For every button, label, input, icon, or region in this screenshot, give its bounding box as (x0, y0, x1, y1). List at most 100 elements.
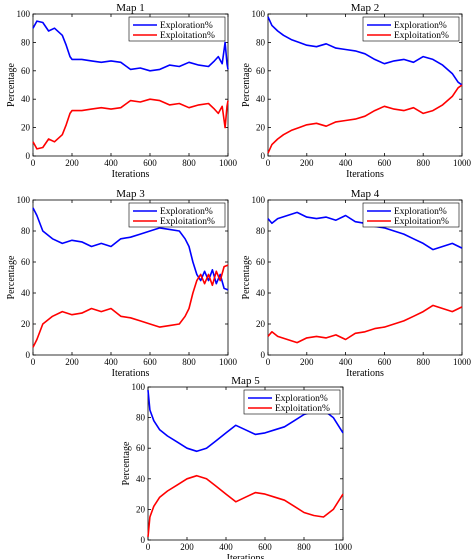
x-tick-label: 1000 (334, 542, 353, 552)
legend: Exploration%Exploitation% (243, 389, 341, 415)
y-tick-label: 60 (256, 257, 266, 267)
series-line-exploration (32, 20, 229, 72)
y-tick-label: 40 (136, 474, 146, 484)
legend-label: Exploitation% (160, 217, 215, 227)
legend-label: Exploitation% (160, 31, 215, 41)
y-tick-label: 40 (256, 288, 266, 298)
y-tick-label: 0 (261, 350, 266, 360)
x-tick-label: 600 (258, 542, 272, 552)
y-tick-label: 100 (17, 195, 31, 205)
series-line-exploitation (267, 304, 463, 344)
series-line-exploitation (267, 84, 463, 154)
y-tick-label: 0 (26, 151, 31, 161)
x-axis-label: Iterations (112, 169, 150, 180)
x-axis-label: Iterations (227, 553, 265, 559)
y-tick-label: 60 (21, 66, 31, 76)
x-tick-label: 1000 (219, 158, 238, 168)
y-tick-label: 20 (256, 319, 266, 329)
y-axis-label: Percentage (6, 255, 17, 299)
legend: Exploration%Exploitation% (128, 202, 226, 228)
x-tick-label: 0 (266, 357, 271, 367)
legend: Exploration%Exploitation% (128, 16, 226, 42)
y-tick-label: 20 (136, 504, 146, 514)
y-axis-label: Percentage (241, 63, 252, 107)
y-tick-label: 100 (132, 382, 146, 392)
x-axis-label: Iterations (346, 169, 384, 180)
x-tick-label: 800 (416, 158, 430, 168)
y-tick-label: 20 (256, 123, 266, 133)
x-tick-label: 400 (104, 158, 118, 168)
y-tick-label: 20 (21, 123, 31, 133)
y-axis-label: Percentage (241, 255, 252, 299)
legend-label: Exploration% (394, 21, 447, 31)
chart-panel-5: Map 5 0 200 400 600 800 1000 0 20 40 60 80 100 Iterat… (121, 375, 353, 559)
y-tick-label: 40 (21, 288, 31, 298)
x-tick-label: 1000 (453, 158, 472, 168)
legend-box (128, 16, 226, 42)
y-axis-label: Percentage (6, 63, 17, 107)
x-tick-label: 400 (219, 542, 233, 552)
y-tick-label: 40 (256, 94, 266, 104)
x-tick-label: 400 (339, 357, 353, 367)
x-tick-label: 0 (266, 158, 271, 168)
y-tick-label: 60 (21, 257, 31, 267)
chart-panel-2: Map 2 0 200 400 600 800 1000 0 20 40 60 80 100 Iterat… (241, 2, 472, 180)
x-tick-label: 600 (143, 357, 157, 367)
series-line-exploration (267, 211, 463, 251)
legend-box (362, 202, 460, 228)
x-tick-label: 400 (339, 158, 353, 168)
x-tick-label: 200 (65, 357, 79, 367)
x-tick-label: 200 (300, 158, 314, 168)
x-tick-label: 800 (182, 357, 196, 367)
x-tick-label: 800 (182, 158, 196, 168)
legend-label: Exploitation% (394, 31, 449, 41)
x-tick-label: 400 (104, 357, 118, 367)
legend-label: Exploration% (394, 207, 447, 217)
x-tick-label: 200 (180, 542, 194, 552)
legend: Exploration%Exploitation% (362, 16, 460, 42)
y-tick-label: 100 (252, 9, 266, 19)
x-tick-label: 0 (31, 357, 36, 367)
legend-label: Exploration% (160, 207, 213, 217)
x-tick-label: 200 (65, 158, 79, 168)
chart-title: Map 5 (231, 375, 260, 387)
y-tick-label: 40 (21, 94, 31, 104)
chart-panel-3: Map 3 0 200 400 600 800 1000 0 20 40 60 80 100 Iterat… (6, 188, 238, 379)
chart-title: Map 4 (351, 188, 380, 200)
x-axis-label: Iterations (346, 368, 384, 379)
x-tick-label: 800 (297, 542, 311, 552)
chart-panel-1: Map 1 0 200 400 600 800 1000 0 20 40 60 80 100 Iterat… (6, 2, 238, 180)
legend: Exploration%Exploitation% (362, 202, 460, 228)
x-axis-label: Iterations (112, 368, 150, 379)
x-tick-label: 800 (416, 357, 430, 367)
y-tick-label: 80 (256, 226, 266, 236)
legend-box (243, 389, 341, 415)
y-tick-label: 80 (136, 413, 146, 423)
y-tick-label: 20 (21, 319, 31, 329)
chart-panel-4: Map 4 0 200 400 600 800 1000 0 20 40 60 80 100 Iterat… (241, 188, 472, 379)
y-tick-label: 0 (26, 350, 31, 360)
x-tick-label: 200 (300, 357, 314, 367)
y-tick-label: 60 (136, 443, 146, 453)
y-tick-label: 60 (256, 66, 266, 76)
series-line-exploitation (32, 264, 229, 348)
x-tick-label: 600 (378, 357, 392, 367)
legend-label: Exploitation% (394, 217, 449, 227)
y-tick-label: 80 (256, 37, 266, 47)
y-tick-label: 100 (252, 195, 266, 205)
y-tick-label: 80 (21, 226, 31, 236)
chart-title: Map 2 (351, 2, 379, 14)
y-tick-label: 80 (21, 37, 31, 47)
y-tick-label: 100 (17, 9, 31, 19)
x-tick-label: 600 (143, 158, 157, 168)
x-tick-label: 0 (31, 158, 36, 168)
series-line-exploitation (32, 98, 229, 150)
legend-label: Exploration% (275, 394, 328, 404)
legend-label: Exploitation% (275, 404, 330, 414)
series-line-exploration (267, 16, 463, 86)
y-tick-label: 0 (261, 151, 266, 161)
legend-label: Exploration% (160, 21, 213, 31)
chart-title: Map 3 (116, 188, 145, 200)
chart-title: Map 1 (116, 2, 144, 14)
